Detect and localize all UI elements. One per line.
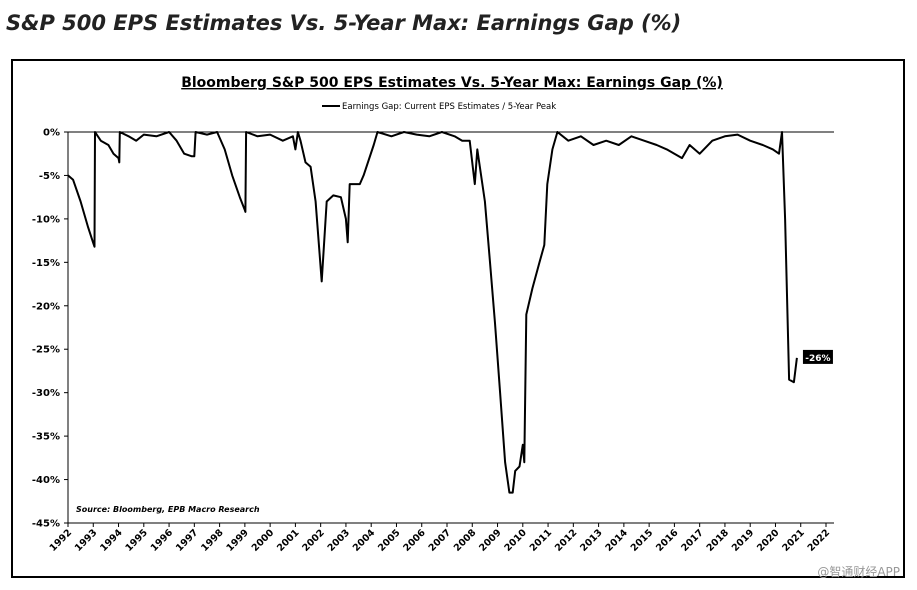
y-tick-label: -25% bbox=[32, 345, 60, 356]
y-tick-label: -30% bbox=[32, 388, 60, 399]
legend-label: Earnings Gap: Current EPS Estimates / 5-… bbox=[342, 102, 556, 112]
y-tick-label: -35% bbox=[32, 432, 60, 443]
y-tick-label: -40% bbox=[32, 475, 60, 486]
watermark: @智通财经APP bbox=[817, 564, 900, 579]
annotation-box bbox=[802, 349, 833, 364]
y-tick-label: -20% bbox=[32, 301, 60, 312]
y-tick-label: 0% bbox=[43, 128, 60, 139]
chart-frame bbox=[11, 59, 905, 578]
y-tick-label: -5% bbox=[39, 171, 60, 182]
chart-title: Bloomberg S&P 500 EPS Estimates Vs. 5-Ye… bbox=[181, 75, 723, 91]
page-title: S&P 500 EPS Estimates Vs. 5-Year Max: Ea… bbox=[6, 11, 681, 35]
y-tick-label: -15% bbox=[32, 258, 60, 269]
y-tick-label: -10% bbox=[32, 214, 60, 225]
series-line bbox=[67, 131, 798, 494]
source-note: Source: Bloomberg, EPB Macro Research bbox=[76, 505, 260, 514]
y-tick-label: -45% bbox=[32, 519, 60, 530]
annotation: -26% bbox=[805, 354, 830, 364]
